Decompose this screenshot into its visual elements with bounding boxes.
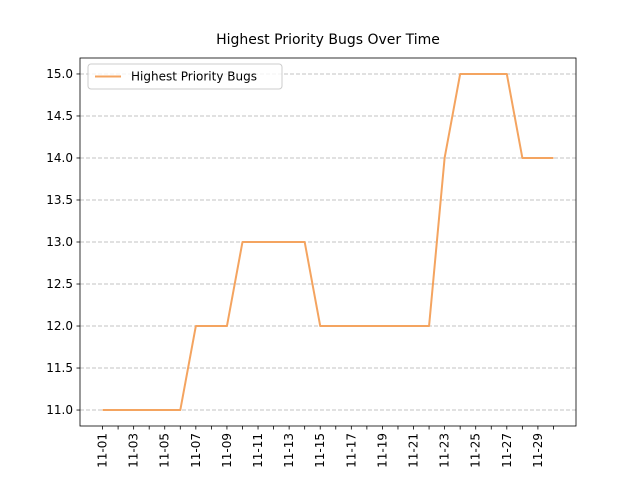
y-tick-label: 11.5 (46, 361, 73, 375)
x-tick-label: 11-01 (96, 433, 110, 468)
legend: Highest Priority Bugs (87, 63, 283, 90)
legend-box (87, 63, 283, 90)
chart-title: Highest Priority Bugs Over Time (216, 32, 440, 48)
x-tick-label: 11-19 (375, 433, 389, 468)
x-tick-label: 11-17 (344, 433, 358, 468)
x-tick-label: 11-07 (189, 433, 203, 468)
x-tick-label: 11-09 (220, 433, 234, 468)
y-tick-label: 14.0 (46, 151, 73, 165)
x-tick-label: 11-15 (313, 433, 327, 468)
y-tick-label: 13.5 (46, 193, 73, 207)
line-series (102, 72, 554, 412)
x-tick-label: 11-03 (127, 433, 141, 468)
y-tick-label: 12.0 (46, 319, 73, 333)
x-tick-label: 11-21 (407, 433, 421, 468)
plot-frame (79, 57, 577, 427)
legend-label: Highest Priority Bugs (131, 70, 257, 84)
x-tick-label: 11-27 (500, 433, 514, 468)
x-tick-label: 11-13 (282, 433, 296, 468)
x-tick-label: 11-25 (469, 433, 483, 468)
x-tick-label: 11-29 (531, 433, 545, 468)
y-tick-label: 15.0 (46, 67, 73, 81)
y-tick-label: 11.0 (46, 403, 73, 417)
y-tick-label: 14.5 (46, 109, 73, 123)
x-tick-label: 11-23 (438, 433, 452, 468)
y-tick-label: 13.0 (46, 235, 73, 249)
x-tick-label: 11-05 (158, 433, 172, 468)
x-tick-label: 11-11 (251, 433, 265, 468)
y-tick-label: 12.5 (46, 277, 73, 291)
